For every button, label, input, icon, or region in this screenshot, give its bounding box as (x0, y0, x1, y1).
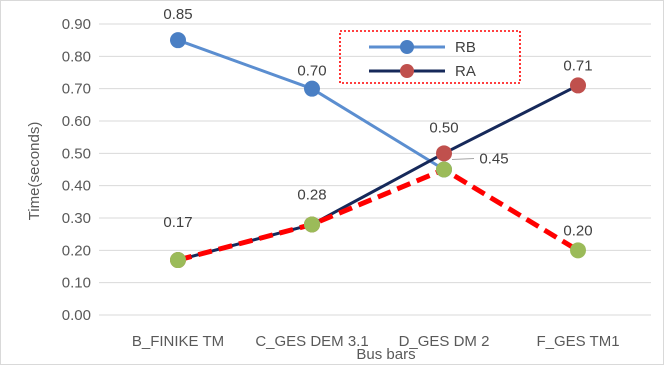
legend: RB RA (339, 30, 521, 84)
x-axis-title: Bus bars (356, 346, 415, 363)
data-labels: 0.85 0.70 0.50 0.71 0.17 0.28 0.45 0.20 (163, 6, 592, 239)
y-tick-label: 0.10 (62, 275, 91, 292)
marker-ra (570, 77, 586, 94)
marker-rb (304, 80, 320, 97)
x-tick-label: F_GES TM1 (536, 333, 619, 350)
data-label: 0.70 (297, 63, 326, 80)
data-label: 0.50 (429, 119, 458, 136)
data-label: 0.20 (563, 222, 592, 239)
x-tick-label: C_GES DEM 3.1 (255, 333, 368, 350)
y-tick-label: 0.80 (62, 48, 91, 65)
marker-unlabeled (436, 161, 452, 178)
y-tick-label: 0.30 (62, 210, 91, 227)
marker-unlabeled (170, 252, 186, 269)
marker-rb (170, 32, 186, 49)
x-tick-label: B_FINIKE TM (132, 333, 224, 350)
series-line-unlabeled (177, 167, 580, 263)
data-label: 0.85 (163, 6, 192, 23)
legend-rb-marker (400, 40, 414, 54)
legend-item-rb: RB (369, 39, 476, 56)
legend-ra-marker (400, 64, 414, 78)
y-axis-title: Time(seconds) (26, 122, 43, 221)
series-line-rb (177, 38, 445, 171)
marker-unlabeled (304, 216, 320, 233)
y-tick-label: 0.60 (62, 113, 91, 130)
y-tick-label: 0.90 (62, 16, 91, 33)
series-line-ra (177, 84, 579, 262)
data-label: 0.17 (163, 214, 192, 231)
x-tick-label: D_GES DM 2 (399, 333, 490, 350)
data-label: 0.28 (297, 186, 326, 203)
series-lines (177, 38, 580, 263)
y-tick-label: 0.50 (62, 145, 91, 162)
legend-border (339, 30, 521, 84)
marker-unlabeled (570, 242, 586, 259)
gridlines (99, 23, 651, 316)
y-tick-label: 0.20 (62, 242, 91, 259)
y-tick-label: 0.70 (62, 81, 91, 98)
data-label: 0.45 (479, 151, 508, 168)
legend-item-ra: RA (369, 63, 476, 80)
legend-rb-label: RB (455, 39, 476, 56)
series-markers (170, 32, 586, 269)
y-axis-ticks: 0.00 0.10 0.20 0.30 0.40 0.50 0.60 0.70 0.80 0.90 (62, 16, 91, 324)
y-tick-label: 0.40 (62, 178, 91, 195)
y-tick-label: 0.00 (62, 307, 91, 324)
x-axis-ticks: B_FINIKE TM C_GES DEM 3.1 D_GES DM 2 F_GES … (132, 333, 620, 350)
data-label-leader-line (451, 158, 475, 160)
legend-ra-label: RA (455, 63, 476, 80)
data-label: 0.71 (563, 57, 592, 74)
marker-ra (436, 145, 452, 162)
